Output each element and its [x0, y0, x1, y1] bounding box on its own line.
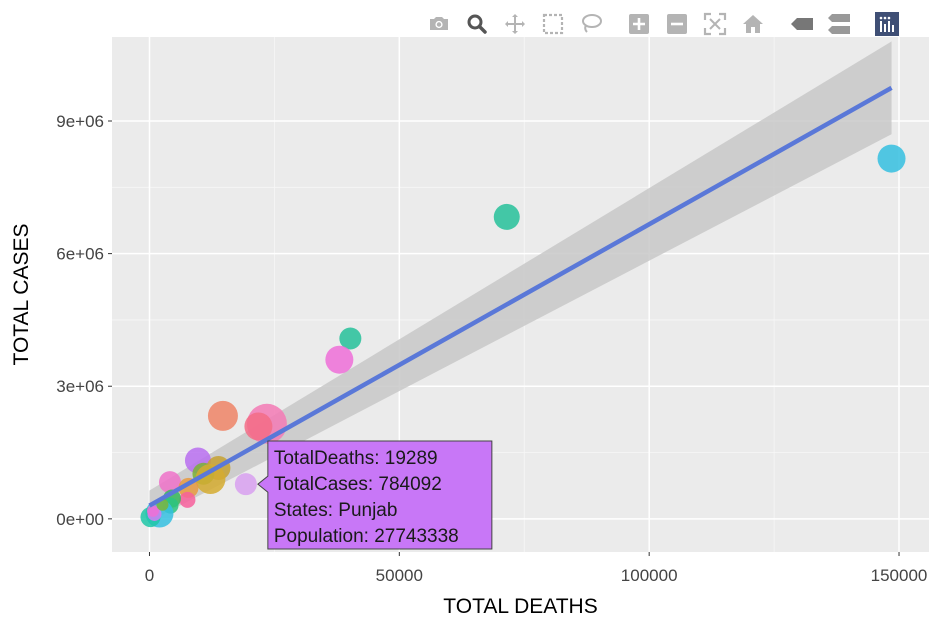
y-tick-label: 6e+06	[56, 245, 104, 264]
x-tick-label: 150000	[871, 566, 928, 585]
modebar	[420, 10, 906, 38]
y-tick-label: 9e+06	[56, 112, 104, 131]
y-tick-labels: 0e+00 3e+06 6e+06 9e+06	[56, 112, 112, 529]
data-point[interactable]	[146, 504, 159, 517]
data-points[interactable]	[140, 144, 906, 528]
tooltip-line: Population: 27743338	[274, 526, 459, 547]
hover-closest-icon[interactable]	[787, 10, 815, 38]
reset-axes-icon[interactable]	[739, 10, 767, 38]
x-tick-label: 0	[145, 566, 154, 585]
data-point[interactable]	[877, 144, 906, 173]
autoscale-icon[interactable]	[701, 10, 729, 38]
x-axis-title: TOTAL DEATHS	[443, 595, 597, 618]
data-point[interactable]	[207, 400, 238, 431]
zoom-in-icon[interactable]	[625, 10, 653, 38]
tooltip-box	[257, 440, 493, 550]
y-tick-label: 3e+06	[56, 377, 104, 396]
data-point[interactable]	[493, 203, 520, 230]
x-tick-label: 100000	[621, 566, 678, 585]
data-point[interactable]	[234, 473, 257, 496]
data-point[interactable]	[244, 412, 273, 441]
zoom-icon[interactable]	[463, 10, 491, 38]
y-tick-label: 0e+00	[56, 510, 104, 529]
data-point[interactable]	[195, 464, 226, 495]
camera-icon[interactable]	[425, 10, 453, 38]
y-axis-title: TOTAL CASES	[10, 224, 33, 366]
plotly-logo-icon[interactable]	[873, 10, 901, 38]
trend-line-path	[148, 85, 893, 508]
x-tick-label: 50000	[376, 566, 423, 585]
hover-tooltip: TotalDeaths: 19289 TotalCases: 784092 Stat…	[257, 440, 493, 550]
tooltip-line: TotalDeaths: 19289	[274, 448, 438, 469]
zoom-out-icon[interactable]	[663, 10, 691, 38]
data-point[interactable]	[339, 327, 362, 350]
data-point[interactable]	[158, 471, 181, 494]
trend-line	[148, 85, 893, 508]
x-tick-labels: 0 50000 100000 150000	[145, 552, 928, 585]
pan-icon[interactable]	[501, 10, 529, 38]
hover-compare-icon[interactable]	[825, 10, 853, 38]
box-select-icon[interactable]	[539, 10, 567, 38]
tooltip-line: TotalCases: 784092	[274, 474, 442, 495]
data-point[interactable]	[179, 491, 196, 508]
lasso-select-icon[interactable]	[577, 10, 605, 38]
data-point[interactable]	[325, 345, 354, 374]
tooltip-line: States: Punjab	[274, 500, 398, 521]
